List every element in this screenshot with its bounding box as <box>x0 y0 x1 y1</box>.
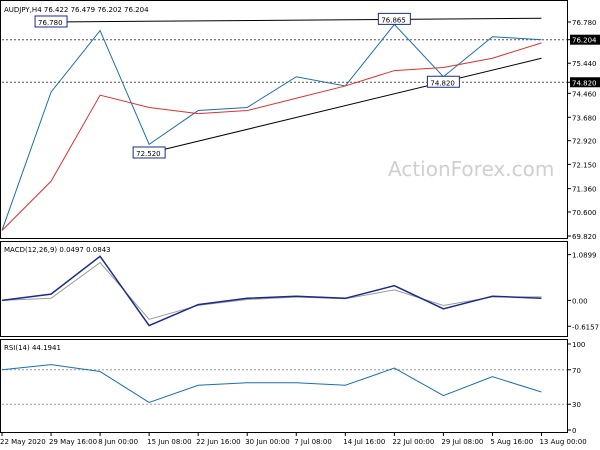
moving-average-series <box>1 42 542 231</box>
annotation-box <box>132 146 166 159</box>
price-tick-label: 74.460 <box>572 90 597 98</box>
price-panel-frame <box>0 0 568 239</box>
time-tick-label: 22 Jul 00:00 <box>392 438 434 446</box>
watermark: ActionForex.com <box>388 157 554 181</box>
time-tick-label: 22 Jun 16:00 <box>196 438 240 446</box>
time-tick-label: 5 Aug 16:00 <box>490 438 533 446</box>
macd-signal-series <box>1 261 542 320</box>
trendline <box>149 57 542 154</box>
macd-tick-label: -0.6157 <box>572 323 599 331</box>
rsi-tick-label: 0 <box>572 427 576 435</box>
price-tick-label: 75.440 <box>572 60 597 68</box>
rsi-tick-label: 30 <box>572 401 581 409</box>
time-tick-label: 15 Jun 08:00 <box>147 438 191 446</box>
price-tick-label: 72.920 <box>572 138 597 146</box>
macd-title: MACD(12,26,9) 0.0497 0.0843 <box>4 246 111 254</box>
rsi-axis: 100 70 30 0 <box>2 341 585 435</box>
time-tick-label: 7 Jul 08:00 <box>294 438 332 446</box>
price-tick-label: 70.600 <box>572 209 597 217</box>
price-tick-label: 76.780 <box>572 19 597 27</box>
price-tick-label: 73.680 <box>572 114 597 122</box>
time-tick-label: 29 Jul 08:00 <box>441 438 483 446</box>
rsi-panel-frame <box>0 339 568 433</box>
price-tick-highlight <box>570 77 600 88</box>
macd-axis: 1.0899 0.00 -0.6157 <box>567 252 599 331</box>
annotation-label: 74.820 <box>430 79 455 87</box>
rsi-title: RSI(14) 44.1941 <box>4 344 61 352</box>
trendline <box>51 17 542 23</box>
time-tick-label: 14 Jul 16:00 <box>343 438 385 446</box>
trendlines <box>51 17 542 154</box>
price-tick-label: 76.204 <box>572 37 597 45</box>
annotation-box <box>34 15 68 28</box>
rsi-series <box>1 364 542 404</box>
annotation-box <box>377 12 411 25</box>
price-tick-label: 71.360 <box>572 186 597 194</box>
rsi-tick-label: 100 <box>572 341 585 349</box>
rsi-tick-label: 70 <box>572 367 581 375</box>
annotation-label: 76.780 <box>38 19 63 27</box>
price-tick-label: 69.820 <box>572 233 597 241</box>
price-series <box>1 23 542 231</box>
time-tick-label: 13 Aug 00:00 <box>539 438 586 446</box>
macd-tick-label: 0.00 <box>572 297 588 305</box>
time-tick-label: 30 Jun 00:00 <box>245 438 289 446</box>
price-tick-label: 74.820 <box>572 79 597 87</box>
horizontal-lines <box>2 39 567 83</box>
symbol-header: AUDJPY,H4 76.422 76.479 76.202 76.204 <box>4 6 149 14</box>
time-axis: 22 May 2020 29 May 16:00 8 Jun 00:00 15 Jun… <box>0 432 587 446</box>
price-axis: 76.780 76.204 75.440 74.820 74.460 73.680 72.9… <box>567 19 600 241</box>
macd-tick-label: 1.0899 <box>572 252 597 260</box>
annotation-label: 76.865 <box>381 16 406 24</box>
price-tick-label: 72.150 <box>572 161 597 169</box>
macd-series <box>1 255 542 327</box>
time-tick-label: 8 Jun 00:00 <box>98 438 138 446</box>
time-tick-label: 22 May 2020 <box>0 438 46 446</box>
macd-panel-frame <box>0 241 568 337</box>
annotations: 76.780 76.865 72.520 74.820 <box>34 12 460 159</box>
annotation-box <box>426 75 460 88</box>
price-tick-highlight <box>570 34 600 45</box>
time-tick-label: 29 May 16:00 <box>49 438 97 446</box>
annotation-label: 72.520 <box>136 150 161 158</box>
